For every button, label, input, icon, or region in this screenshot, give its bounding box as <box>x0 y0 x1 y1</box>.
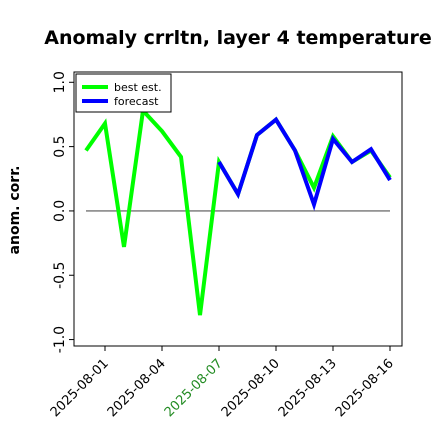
x-tick-label: 2025-08-10 <box>219 356 283 420</box>
y-tick-label: 1.0 <box>52 71 68 93</box>
series-line-forecast <box>217 116 392 212</box>
y-tick-label: -0.5 <box>52 262 68 289</box>
x-tick-label: 2025-08-13 <box>276 356 340 420</box>
y-axis-ticks: -1.0 -0.5 0.0 0.5 1.0 <box>52 71 74 353</box>
x-tick-label: 2025-08-07 <box>162 356 226 420</box>
x-tick-label: 2025-08-04 <box>105 356 169 420</box>
plot-area <box>84 106 392 316</box>
legend-label: best est. <box>114 81 162 94</box>
x-tick-label: 2025-08-01 <box>48 356 112 420</box>
y-tick-label: 0.0 <box>52 200 68 222</box>
legend-box <box>75 73 172 113</box>
y-tick-label: 0.5 <box>52 135 68 157</box>
chart-title: Anomaly crrltn, layer 4 temperature <box>44 27 432 49</box>
x-tick-label: 2025-08-16 <box>333 356 397 420</box>
plot-frame <box>73 71 403 347</box>
legend-label: forecast <box>114 95 159 108</box>
y-tick-label: -1.0 <box>52 326 68 353</box>
series-line-best-est <box>84 106 392 316</box>
legend: best est.forecast <box>75 73 172 113</box>
x-axis-ticks: 2025-08-012025-08-042025-08-072025-08-10… <box>48 346 397 420</box>
y-axis-label: anom. corr. <box>7 166 23 255</box>
